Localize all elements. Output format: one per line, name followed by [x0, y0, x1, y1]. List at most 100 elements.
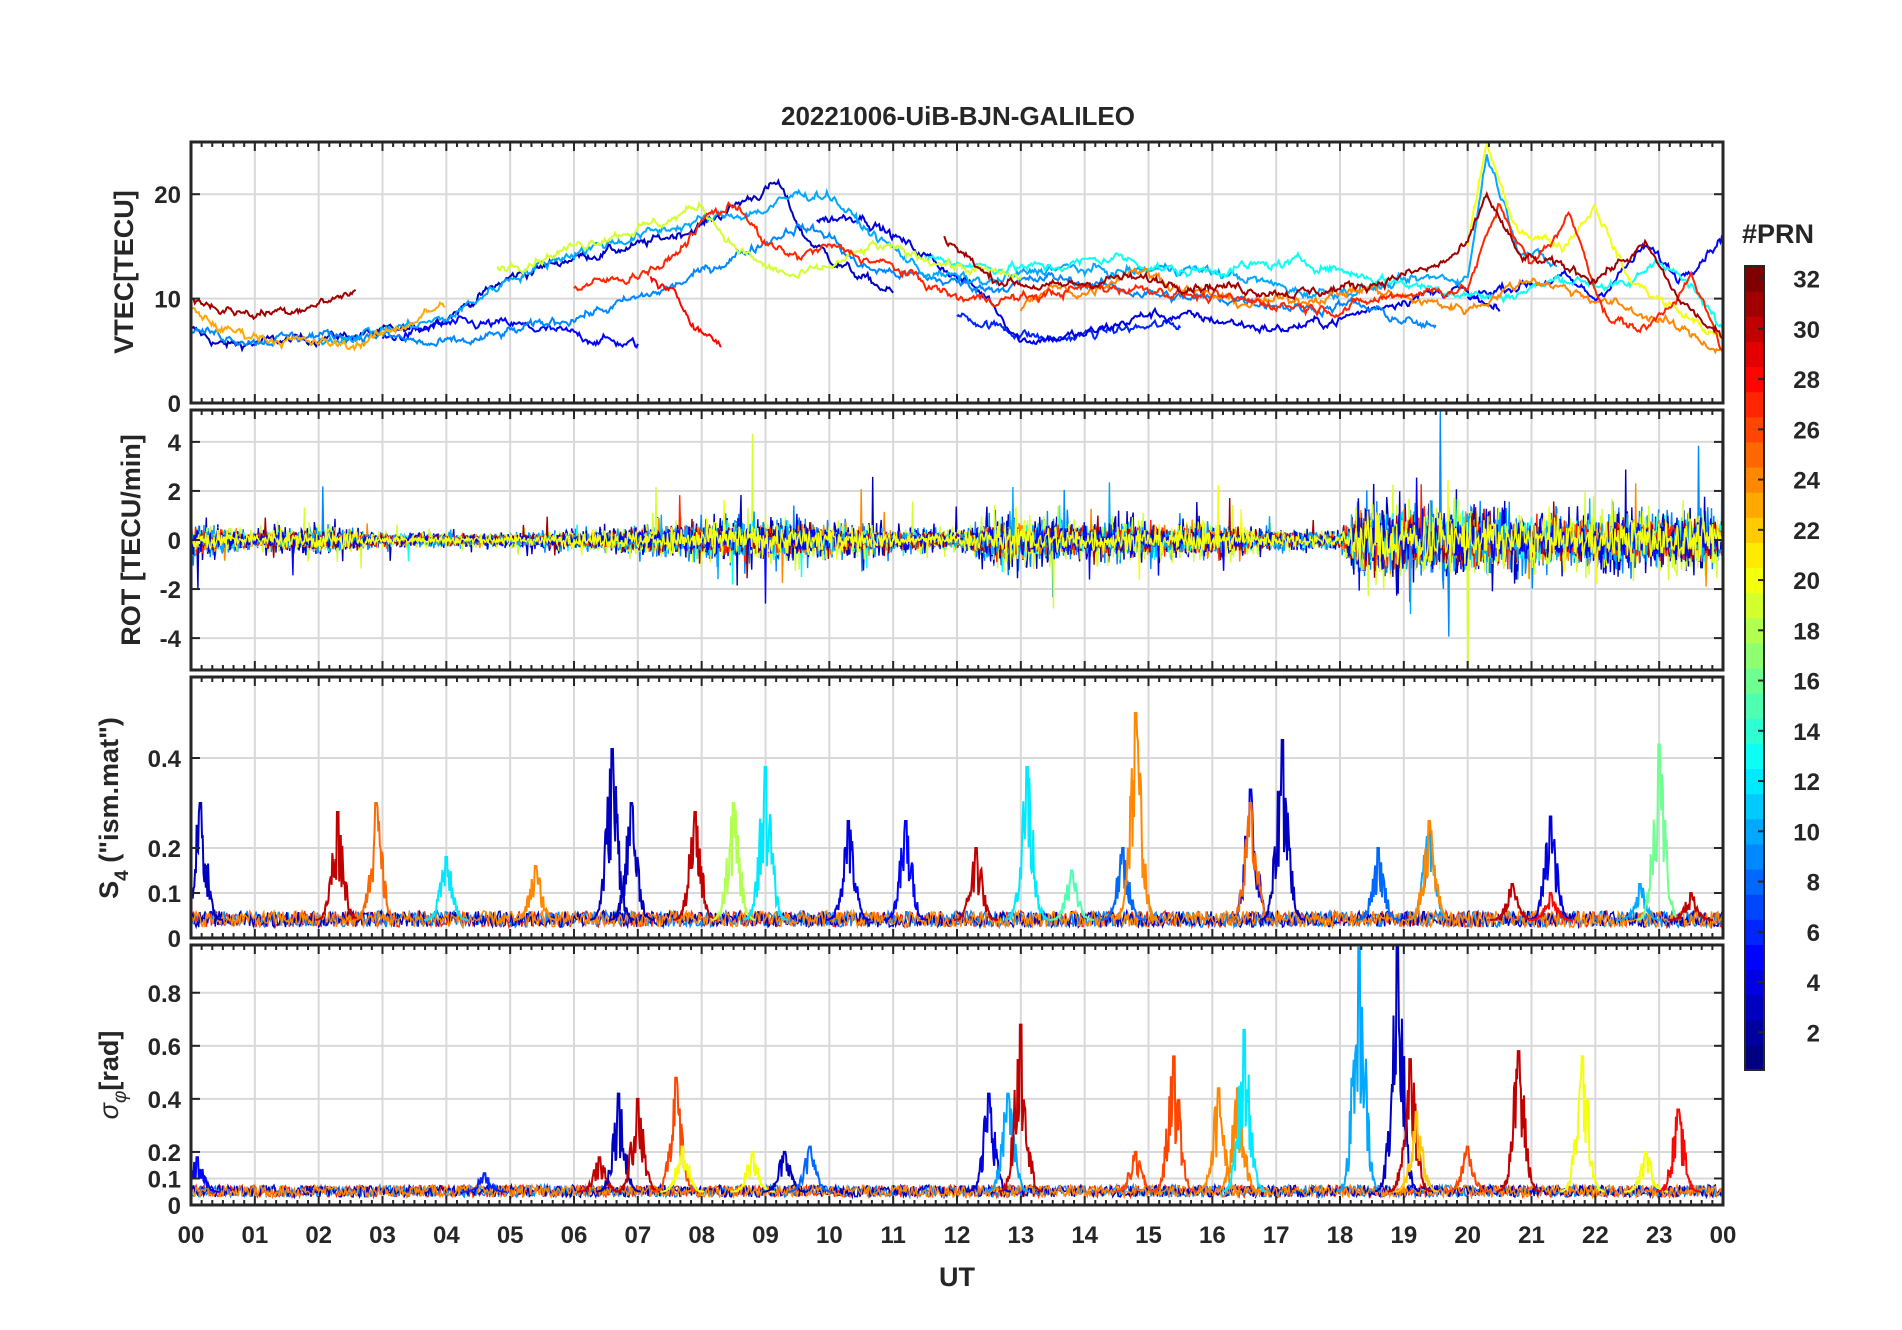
sigma-burst-line [462, 1172, 507, 1193]
s4-burst-line [672, 811, 718, 921]
vtec-series-line [496, 200, 1022, 284]
chart-title: 20221006-UiB-BJN-GALILEO [781, 101, 1135, 131]
panel-rot-ticks: -4 -2 0 2 4 [160, 410, 1724, 670]
colorbar-gradient [1745, 266, 1764, 1071]
panel-s4-ylabel: S4 ("ism.mat") [94, 717, 133, 899]
sigma-burst-line [787, 1145, 833, 1193]
x-tick-label: 01 [241, 1222, 268, 1249]
panel-rot: -4 -2 0 2 4 ROT [TECU/min] [116, 408, 1725, 672]
x-tick-label: 13 [1007, 1222, 1034, 1249]
vtec-series-line [649, 276, 722, 348]
s4-burst-line [315, 811, 360, 921]
colorbar-segment [1745, 668, 1764, 694]
sigma-burst-line [1215, 1087, 1260, 1193]
panel-vtec-data [191, 142, 1723, 355]
y-tick-label: 20 [154, 182, 181, 209]
vtec-series-line [573, 201, 1723, 352]
x-tick-label: 11 [880, 1222, 905, 1249]
colorbar-segment [1745, 743, 1764, 770]
y-tick-label: 0 [168, 926, 181, 953]
s4-burst-line [353, 802, 399, 921]
vtec-series-line [191, 222, 1437, 348]
colorbar-tick-label: 30 [1793, 317, 1820, 344]
x-tick-label: 09 [752, 1222, 779, 1249]
colorbar-tick-label: 18 [1793, 618, 1820, 645]
x-tick-label: 21 [1518, 1222, 1545, 1249]
vtec-series-line [191, 300, 446, 352]
s4-burst-line [1668, 892, 1714, 922]
x-axis-label: UT [939, 1262, 975, 1292]
sigma-burst-line [1196, 1087, 1241, 1193]
x-tick-label: 14 [1071, 1222, 1098, 1249]
panel-s4: 0 0.1 0.2 0.4 S4 ("ism.mat") [94, 675, 1725, 953]
sigma-burst-line [577, 1156, 622, 1194]
colorbar-segment [1745, 366, 1764, 393]
y-tick-label: 2 [168, 479, 181, 506]
x-tick-label: 15 [1135, 1222, 1162, 1249]
sigma-burst-line [1445, 1145, 1490, 1193]
panel-s4-grid [191, 677, 1723, 939]
s4-burst-line [1355, 847, 1401, 921]
colorbar-tick-label: 22 [1793, 518, 1820, 545]
colorbar-tick-label: 4 [1807, 970, 1821, 997]
y-tick-label: 0.4 [148, 1087, 182, 1114]
x-tick-label: 12 [944, 1222, 971, 1249]
rot-series-line [191, 480, 1723, 584]
sigma-burst-line [1113, 1150, 1158, 1193]
sigma-burst-line [1496, 1050, 1542, 1193]
s4-burst-line [1406, 820, 1452, 921]
vtec-series-line [381, 315, 639, 349]
colorbar-segment [1745, 291, 1764, 317]
sigma-ylabel-main: σ [94, 1101, 124, 1119]
sigma-burst-line [1655, 1108, 1701, 1194]
colorbar-tick-label: 14 [1793, 719, 1820, 746]
colorbar-segment [1745, 316, 1764, 342]
x-tick-label: 06 [561, 1222, 588, 1249]
s4-burst-line [1636, 743, 1682, 921]
x-tick-labels: 00 01 02 03 04 05 06 07 08 09 10 11 12 13 14 15 16 17 18 19… [178, 1222, 1737, 1249]
colorbar-segment [1745, 492, 1764, 518]
s4-burst-line [513, 865, 558, 921]
sigma-burst-line [596, 1092, 642, 1193]
s4-burst-line [1049, 869, 1095, 921]
x-tick-label: 05 [497, 1222, 524, 1249]
sigma-burst-line [1560, 1055, 1605, 1193]
s4-burst-line [1100, 847, 1146, 921]
colorbar-segment [1745, 567, 1764, 594]
panel-rot-ylabel: ROT [TECU/min] [116, 434, 146, 645]
y-tick-label: 0.1 [148, 1166, 181, 1193]
s4-burst-line [1004, 766, 1050, 921]
colorbar-segment [1745, 416, 1764, 443]
vtec-series-line [943, 190, 1723, 340]
vtec-series-line [1019, 266, 1723, 355]
s4-burst-line [1113, 712, 1159, 921]
sigma-burst-line [1221, 1028, 1267, 1193]
panel-s4-ticks: 0 0.1 0.2 0.4 [148, 677, 1724, 953]
vtec-series-line [191, 177, 894, 353]
s4-burst-line [883, 820, 929, 921]
x-tick-label: 02 [305, 1222, 332, 1249]
colorbar-tick-label: 26 [1793, 417, 1820, 444]
colorbar-tick-label: 32 [1793, 267, 1820, 294]
y-tick-label: 0 [168, 528, 181, 555]
colorbar-label: #PRN [1742, 219, 1814, 249]
panel-vtec-ylabel: VTEC[TECU] [109, 190, 139, 354]
colorbar-tick-label: 16 [1793, 669, 1820, 696]
x-tick-label: 07 [624, 1222, 651, 1249]
s4-burst-line [953, 847, 999, 921]
colorbar-segment [1745, 869, 1764, 895]
colorbar-segment [1745, 1019, 1764, 1046]
panel-vtec: 0 10 20 VTEC[TECU] [109, 140, 1725, 418]
s4-burst-line [1489, 883, 1535, 921]
sigma-burst-line [1336, 946, 1382, 1193]
sigma-ylabel-sub: φ [110, 1091, 131, 1103]
colorbar-tick-label: 12 [1793, 769, 1820, 796]
x-tick-label: 04 [433, 1222, 460, 1249]
colorbar-segment [1745, 969, 1764, 996]
vtec-series-line [956, 312, 1182, 344]
x-tick-label: 00 [178, 1222, 205, 1249]
s4-ylabel-sub: 4 [112, 870, 133, 881]
s4-burst-line [1528, 892, 1573, 921]
colorbar-tick-label: 10 [1793, 819, 1820, 846]
sigma-burst-line [998, 1023, 1044, 1193]
